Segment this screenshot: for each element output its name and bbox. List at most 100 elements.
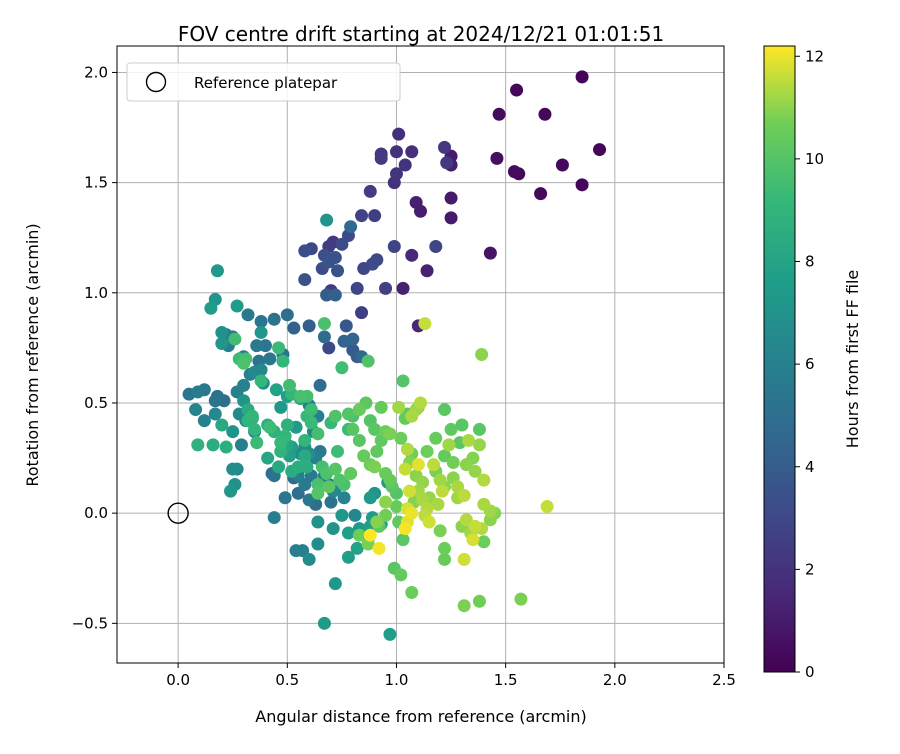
data-point [245, 409, 259, 423]
data-point [483, 246, 497, 260]
data-point [226, 462, 240, 476]
data-point [442, 438, 456, 452]
data-point [370, 515, 384, 529]
data-point [379, 466, 393, 480]
data-point [379, 281, 393, 295]
data-point [326, 522, 340, 536]
data-point [302, 319, 316, 333]
data-point [374, 400, 388, 414]
data-point [477, 473, 491, 487]
data-point [433, 473, 447, 487]
data-point [278, 491, 292, 505]
data-point [250, 436, 264, 450]
data-point [287, 321, 301, 335]
data-point [215, 418, 229, 432]
data-point [289, 544, 303, 558]
x-tick-label: 0.5 [275, 671, 299, 689]
data-point [440, 156, 454, 170]
data-point [405, 145, 419, 159]
data-point [311, 537, 325, 551]
legend-marker-icon [145, 71, 167, 93]
data-point [333, 473, 347, 487]
data-point [339, 319, 353, 333]
data-point [267, 511, 281, 525]
data-point [383, 427, 397, 441]
legend-box [126, 62, 401, 102]
data-point [317, 330, 331, 344]
data-point [254, 325, 268, 339]
data-point [444, 191, 458, 205]
data-point [538, 107, 552, 121]
y-tick-label: 0.0 [84, 504, 108, 522]
data-point [322, 255, 336, 269]
data-point [540, 500, 554, 514]
data-point [363, 184, 377, 198]
data-point [230, 299, 244, 313]
data-point [313, 378, 327, 392]
y-tick-label: 2.0 [84, 63, 108, 81]
data-point [403, 484, 417, 498]
x-tick-label: 0.0 [166, 671, 190, 689]
data-point [396, 281, 410, 295]
data-point [335, 361, 349, 375]
data-point [322, 341, 336, 355]
data-point [344, 220, 358, 234]
data-point [226, 425, 240, 439]
data-point [392, 400, 406, 414]
data-point [328, 577, 342, 591]
data-point [331, 264, 345, 278]
data-point [414, 396, 427, 410]
data-point [472, 422, 486, 436]
data-point [341, 550, 355, 564]
data-point [438, 541, 452, 555]
data-point [363, 528, 377, 542]
data-point [276, 354, 290, 368]
data-point [328, 288, 342, 302]
data-point [191, 438, 205, 452]
data-point [420, 444, 434, 458]
reference-marker-layer [167, 502, 189, 524]
data-point [396, 533, 410, 547]
y-tick-label: 0.5 [84, 394, 108, 412]
data-point [304, 416, 318, 430]
data-point [355, 209, 369, 223]
data-point [298, 433, 312, 447]
data-point [405, 409, 419, 423]
colorbar-tick-label: 4 [805, 458, 815, 476]
y-tick-label: 1.0 [84, 284, 108, 302]
data-point [274, 400, 288, 414]
data-point [335, 508, 349, 522]
colorbar-label: Hours from first FF file [843, 270, 862, 449]
data-point [394, 431, 408, 445]
data-point [298, 244, 312, 258]
data-point [446, 455, 460, 469]
data-point [438, 140, 452, 154]
data-point [352, 433, 366, 447]
data-point [346, 332, 360, 346]
data-point [228, 332, 242, 346]
data-point [335, 237, 349, 251]
data-point [466, 533, 480, 547]
x-tick-label: 2.5 [712, 671, 736, 689]
legend-label: Reference platepar [194, 74, 338, 92]
reference-point-marker [167, 502, 189, 524]
data-point [237, 356, 251, 370]
data-point [282, 378, 296, 392]
data-point [405, 585, 419, 599]
colorbar-gradient [763, 45, 796, 673]
data-point [250, 339, 264, 353]
data-point [361, 354, 375, 368]
data-point [331, 444, 345, 458]
x-tick-label: 1.0 [385, 671, 409, 689]
data-point [435, 484, 449, 498]
y-tick-label: 1.5 [84, 174, 108, 192]
data-point [394, 568, 408, 582]
data-point [462, 433, 476, 447]
data-point [420, 264, 434, 278]
data-point [208, 407, 222, 421]
data-point [261, 451, 275, 465]
data-point [311, 486, 325, 500]
data-point [322, 480, 336, 494]
